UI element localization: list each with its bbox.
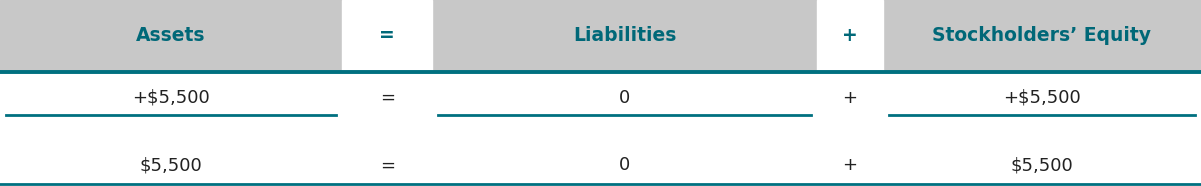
Text: +: + [842,26,858,45]
Text: 0: 0 [619,156,631,174]
Text: +: + [842,156,858,174]
Bar [0,0,1201,72]
Bar [817,0,883,72]
Text: +: + [842,89,858,107]
Text: Liabilities: Liabilities [573,26,676,45]
Text: 0: 0 [619,89,631,107]
Text: Stockholders’ Equity: Stockholders’ Equity [932,26,1152,45]
Text: =: = [380,89,395,107]
Text: $5,500: $5,500 [139,156,203,174]
Text: Assets: Assets [137,26,205,45]
Text: $5,500: $5,500 [1010,156,1074,174]
Text: +$5,500: +$5,500 [132,89,210,107]
Text: =: = [380,156,395,174]
Text: +$5,500: +$5,500 [1003,89,1081,107]
Text: =: = [380,26,395,45]
Bar [342,0,432,72]
